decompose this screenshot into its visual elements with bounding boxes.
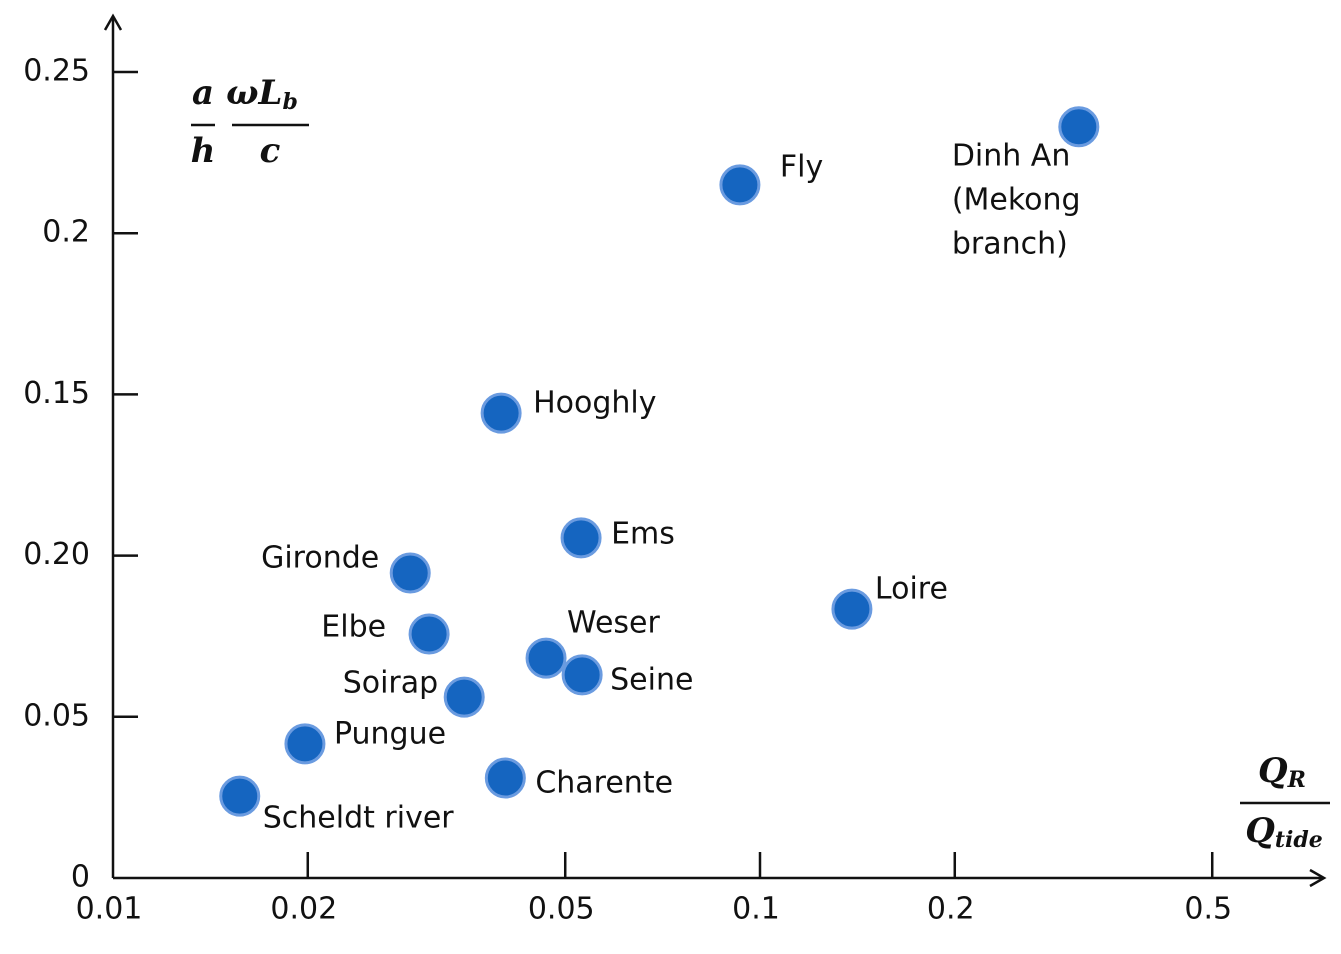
x-label-part: QR: [1258, 751, 1306, 793]
data-point: [408, 613, 450, 655]
data-point: [719, 164, 761, 206]
point-label: Weser: [567, 606, 660, 641]
data-point: [560, 517, 602, 559]
x-tick-label: 0.05: [528, 892, 595, 927]
data-point: [219, 775, 261, 817]
point-label: Fly: [780, 149, 823, 184]
point-label: (Mekong: [952, 182, 1081, 217]
point-label: Ems: [611, 516, 675, 551]
y-axis-label: a h ωLb c: [191, 73, 309, 171]
y-tick-label: 0: [71, 860, 90, 895]
x-label-sub: tide: [1275, 827, 1323, 853]
x-label-sub: R: [1287, 767, 1306, 793]
point-label: branch): [952, 226, 1068, 261]
point-label: Soirap: [343, 666, 439, 701]
x-tick-label: 0.01: [76, 892, 143, 927]
x-tick-label: 0.02: [270, 892, 337, 927]
point-label: Dinh An: [952, 138, 1071, 173]
y-tick-label: 0.15: [23, 376, 90, 411]
y-label-sub: b: [282, 89, 297, 115]
x-axis-arrow: [1309, 868, 1327, 888]
x-label-part: Qtide: [1245, 811, 1323, 853]
y-label-part: ωLb: [226, 73, 298, 115]
data-point: [831, 588, 873, 630]
data-point: [389, 552, 431, 594]
data-point: [480, 392, 522, 434]
x-tick-label: 0.2: [927, 892, 975, 927]
point-label: Loire: [875, 572, 948, 607]
y-label-part: c: [260, 131, 281, 171]
y-label-part: h: [191, 131, 216, 171]
x-tick-label: 0.1: [732, 892, 780, 927]
x-axis-label: QR Qtide: [1240, 751, 1330, 853]
y-tick-label: 0.05: [23, 698, 90, 733]
point-label: Elbe: [321, 609, 386, 644]
y-label-part: a: [192, 73, 214, 113]
y-tick-label: 0.25: [23, 54, 90, 89]
point-label: Seine: [610, 662, 693, 697]
point-label: Scheldt river: [263, 801, 455, 836]
point-label: Gironde: [261, 541, 379, 576]
data-point: [484, 757, 526, 799]
data-point: [1058, 106, 1100, 148]
point-label: Pungue: [334, 716, 446, 751]
y-label-part: ωL: [226, 73, 282, 113]
y-tick-label: 0.2: [42, 215, 90, 250]
data-point: [443, 676, 485, 718]
data-point: [284, 723, 326, 765]
y-tick-label: 0.20: [23, 537, 90, 572]
x-label-part: Q: [1258, 751, 1288, 791]
point-label: Hooghly: [533, 386, 656, 421]
x-tick-label: 0.5: [1184, 892, 1232, 927]
y-axis-arrow: [103, 13, 123, 31]
data-point: [561, 654, 603, 696]
point-label: Charente: [535, 766, 673, 801]
x-label-part: Q: [1245, 811, 1275, 851]
data-point: [525, 637, 567, 679]
